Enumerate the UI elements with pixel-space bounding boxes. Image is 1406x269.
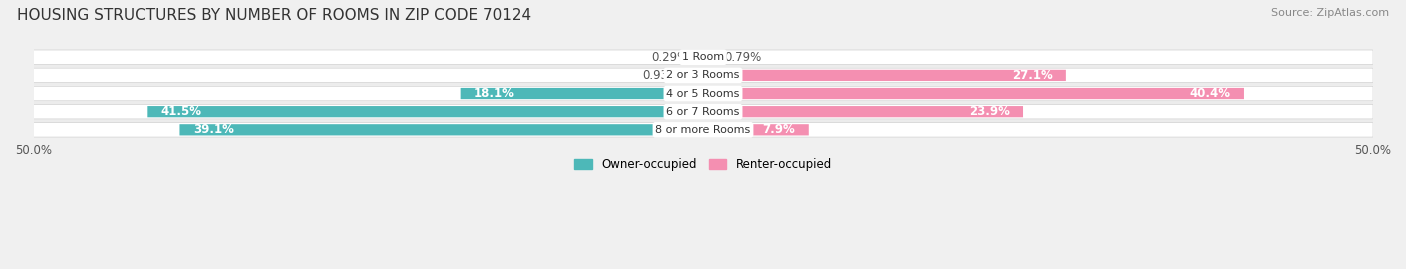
FancyBboxPatch shape — [703, 106, 1024, 117]
FancyBboxPatch shape — [461, 88, 703, 99]
FancyBboxPatch shape — [690, 70, 703, 81]
Text: 2 or 3 Rooms: 2 or 3 Rooms — [666, 70, 740, 80]
Text: 6 or 7 Rooms: 6 or 7 Rooms — [666, 107, 740, 117]
Legend: Owner-occupied, Renter-occupied: Owner-occupied, Renter-occupied — [569, 153, 837, 176]
FancyBboxPatch shape — [32, 123, 1374, 137]
Text: 41.5%: 41.5% — [160, 105, 201, 118]
Text: 4 or 5 Rooms: 4 or 5 Rooms — [666, 89, 740, 98]
Text: 27.1%: 27.1% — [1012, 69, 1053, 82]
FancyBboxPatch shape — [703, 88, 1244, 99]
FancyBboxPatch shape — [32, 86, 1374, 101]
Text: 23.9%: 23.9% — [969, 105, 1010, 118]
Text: 0.29%: 0.29% — [651, 51, 689, 64]
Text: 18.1%: 18.1% — [474, 87, 515, 100]
Text: Source: ZipAtlas.com: Source: ZipAtlas.com — [1271, 8, 1389, 18]
FancyBboxPatch shape — [180, 124, 703, 135]
Text: 1 Room: 1 Room — [682, 52, 724, 62]
Text: HOUSING STRUCTURES BY NUMBER OF ROOMS IN ZIP CODE 70124: HOUSING STRUCTURES BY NUMBER OF ROOMS IN… — [17, 8, 531, 23]
FancyBboxPatch shape — [32, 50, 1374, 65]
FancyBboxPatch shape — [148, 106, 703, 117]
Text: 8 or more Rooms: 8 or more Rooms — [655, 125, 751, 135]
FancyBboxPatch shape — [703, 124, 808, 135]
Text: 39.1%: 39.1% — [193, 123, 233, 136]
FancyBboxPatch shape — [699, 52, 703, 63]
FancyBboxPatch shape — [32, 104, 1374, 119]
Text: 0.79%: 0.79% — [724, 51, 762, 64]
Text: 7.9%: 7.9% — [762, 123, 796, 136]
Text: 0.93%: 0.93% — [643, 69, 681, 82]
FancyBboxPatch shape — [32, 68, 1374, 83]
FancyBboxPatch shape — [703, 52, 714, 63]
FancyBboxPatch shape — [703, 70, 1066, 81]
Text: 40.4%: 40.4% — [1189, 87, 1230, 100]
